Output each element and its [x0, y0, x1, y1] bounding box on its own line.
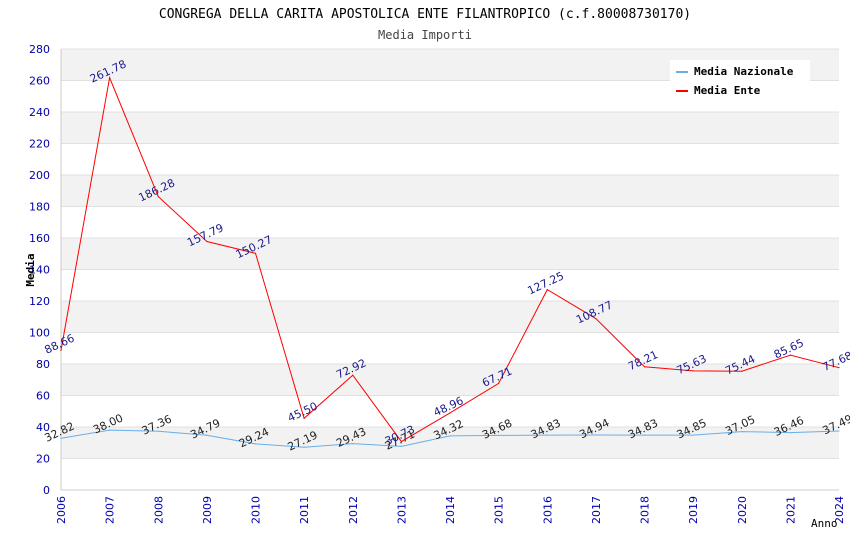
data-point [498, 382, 500, 384]
data-point [157, 430, 159, 432]
x-tick-label: 2011 [298, 496, 311, 524]
data-point [109, 77, 111, 79]
y-tick-label: 80 [36, 358, 50, 371]
grid-band [61, 427, 839, 459]
chart-title: CONGREGA DELLA CARITA APOSTOLICA ENTE FI… [159, 7, 691, 22]
data-point [400, 441, 402, 443]
y-tick-label: 220 [29, 138, 50, 151]
data-point [546, 434, 548, 436]
legend: Media Nazionale Media Ente [670, 60, 810, 102]
data-point [692, 370, 694, 372]
y-tick-label: 20 [36, 453, 50, 466]
y-tick-label: 240 [29, 106, 50, 119]
series-lines [60, 75, 840, 448]
data-point [449, 435, 451, 437]
x-tick-label: 2013 [395, 496, 408, 524]
data-point [789, 354, 791, 356]
x-tick-label: 2017 [590, 496, 603, 524]
data-point [254, 443, 257, 445]
grid-band [61, 143, 839, 175]
data-point [692, 434, 694, 436]
x-tick-label: 2020 [736, 496, 749, 524]
y-tick-label: 280 [29, 43, 50, 56]
data-point [60, 437, 62, 439]
grid-band [61, 332, 839, 364]
x-tick-label: 2012 [347, 496, 360, 524]
data-point [109, 429, 111, 431]
grid-band [61, 458, 839, 490]
grid-band [61, 238, 839, 270]
grid-band [61, 112, 839, 144]
grid-band [61, 364, 839, 396]
data-point [741, 370, 743, 372]
x-tick-label: 2010 [250, 496, 263, 524]
y-tick-label: 180 [29, 201, 50, 214]
data-point [352, 443, 354, 445]
y-axis-ticks: 0 20 40 60 80 100 120 140 160 180 200 220 240 260 280 [29, 43, 50, 497]
x-tick-label: 2019 [687, 496, 700, 524]
grid-band [61, 269, 839, 301]
data-point [595, 434, 597, 436]
x-axis-ticks: 2006 2007 2008 2009 2010 2011 2012 2013 2014 2015… [55, 496, 846, 524]
x-tick-label: 2015 [493, 496, 506, 524]
x-tick-label: 2008 [152, 496, 165, 524]
data-point [60, 349, 62, 351]
y-tick-label: 0 [43, 484, 50, 497]
legend-label-media-ente: Media Ente [694, 84, 761, 97]
data-point [400, 445, 402, 447]
data-point [303, 417, 305, 419]
grid-band [61, 395, 839, 427]
grid-band [61, 301, 839, 333]
data-point [449, 412, 451, 414]
data-point [498, 434, 500, 436]
grid-band [61, 175, 839, 207]
y-tick-label: 140 [29, 264, 50, 277]
data-point [254, 252, 257, 254]
x-tick-label: 2006 [55, 496, 68, 524]
grid-bands [60, 48, 839, 491]
y-tick-label: 260 [29, 75, 50, 88]
data-point [206, 434, 208, 436]
data-point [838, 367, 840, 369]
y-tick-label: 40 [36, 421, 50, 434]
data-point [157, 196, 159, 198]
data-point [206, 240, 208, 243]
chart-subtitle: Media Importi [378, 28, 472, 42]
grid-band [61, 206, 839, 238]
x-axis-label: Anno [811, 517, 838, 530]
y-tick-label: 100 [29, 327, 50, 340]
y-tick-label: 60 [36, 390, 50, 403]
y-tick-label: 200 [29, 169, 50, 182]
x-tick-label: 2018 [639, 496, 652, 524]
y-tick-label: 160 [29, 232, 50, 245]
data-point [643, 434, 646, 436]
legend-box [670, 60, 810, 102]
x-tick-label: 2007 [104, 496, 117, 524]
data-point [595, 318, 597, 320]
data-point [352, 374, 354, 376]
x-tick-label: 2016 [541, 496, 554, 524]
data-point [546, 288, 548, 291]
legend-label-media-nazionale: Media Nazionale [694, 65, 794, 78]
y-axis-label: Media [24, 253, 37, 286]
x-tick-label: 2014 [444, 496, 457, 524]
x-tick-label: 2021 [784, 496, 797, 524]
data-point [789, 431, 791, 434]
x-tick-label: 2024 [833, 496, 846, 524]
data-point [643, 366, 646, 368]
data-point [741, 431, 743, 433]
y-tick-label: 120 [29, 295, 50, 308]
data-point [303, 446, 305, 448]
data-point [838, 430, 840, 432]
x-tick-label: 2009 [201, 496, 214, 524]
